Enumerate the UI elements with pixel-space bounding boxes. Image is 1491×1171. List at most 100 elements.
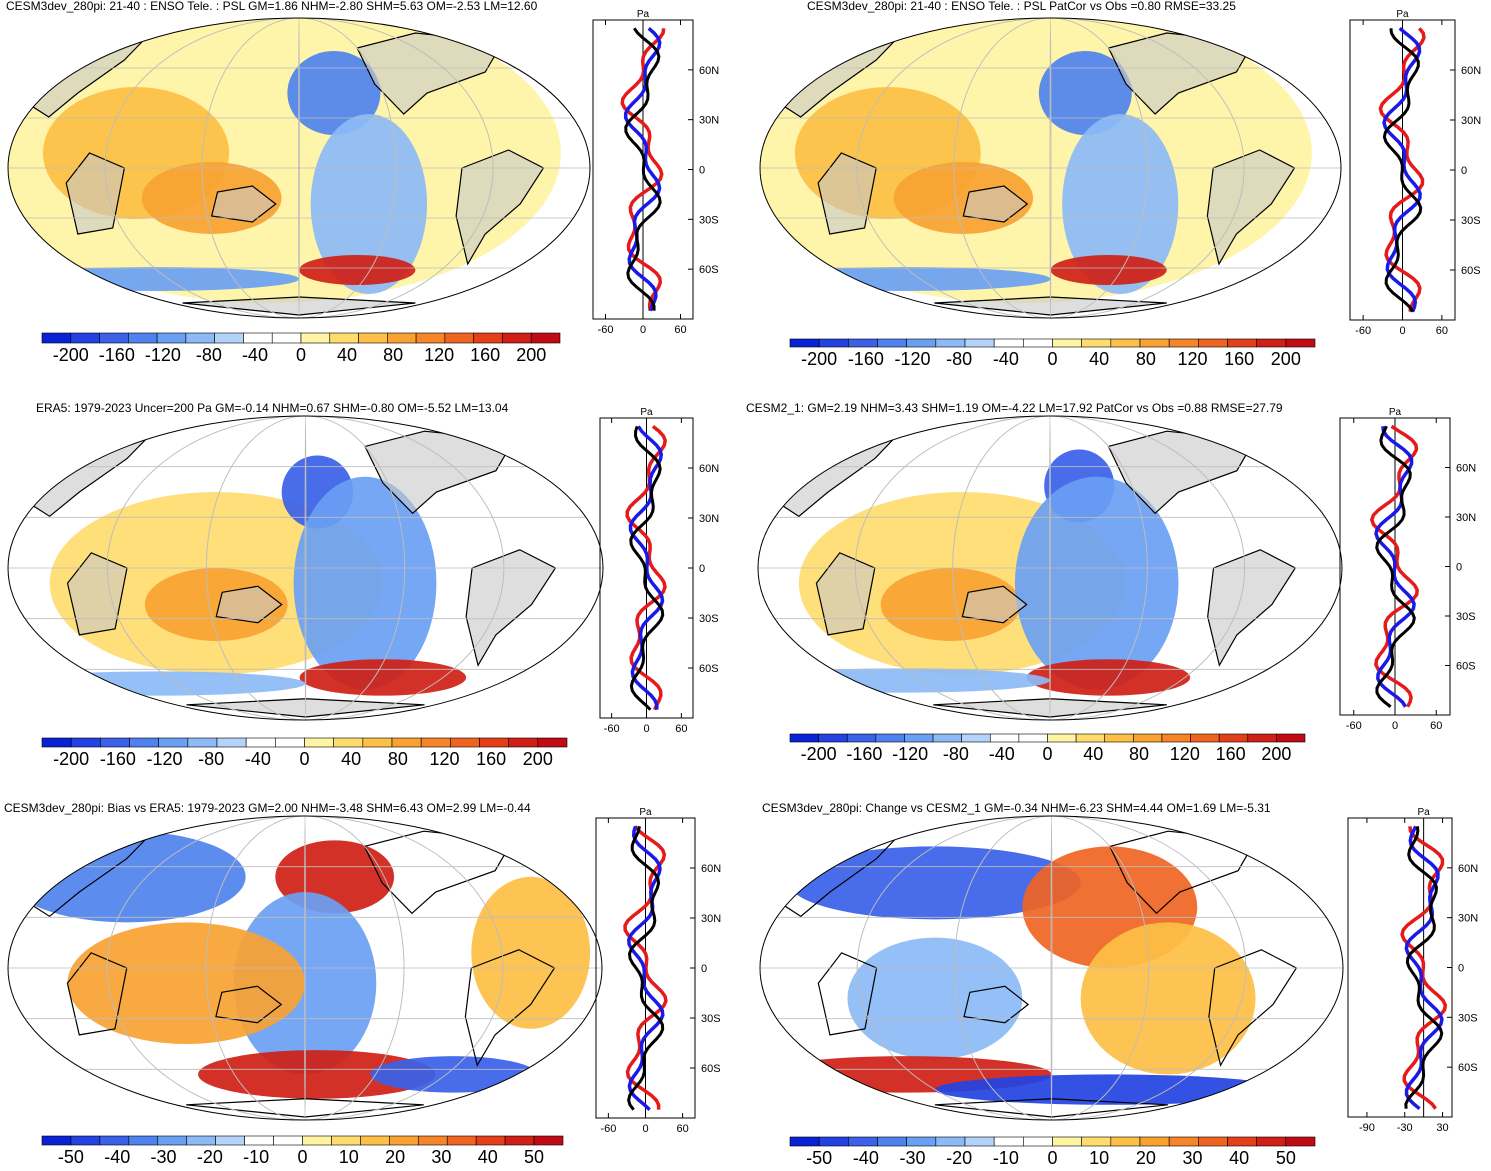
profile-ytick-label: 60N	[1456, 463, 1476, 475]
colorbar-box	[789, 1136, 820, 1147]
anomaly-region	[310, 114, 428, 294]
colorbar-tick-label: 0	[299, 749, 309, 769]
colorbar-box	[389, 1135, 419, 1146]
coastline	[210, 185, 277, 223]
profile-frame	[1347, 817, 1453, 1118]
graticule-lon	[304, 816, 306, 1120]
colorbar-box	[1256, 338, 1287, 348]
map-area	[760, 18, 1341, 318]
colorbar-box	[848, 1136, 878, 1147]
graticule-lon	[953, 816, 1150, 1120]
colorbar-tick-label: 40	[1083, 744, 1103, 764]
colorbar-tick-label: 120	[429, 749, 459, 769]
colorbar-box	[479, 737, 509, 748]
colorbar-box	[1110, 338, 1141, 348]
coastline	[186, 1098, 424, 1118]
colorbar-box	[846, 733, 877, 743]
profile-ytick-label: 0	[1458, 963, 1464, 975]
anomaly-region	[847, 937, 1023, 1060]
profile-ytick-label: 60N	[699, 65, 719, 77]
colorbar-tick-label: 0	[1042, 744, 1052, 764]
colorbar-tick-label: -120	[894, 349, 930, 369]
colorbar-tick-label: -200	[801, 349, 837, 369]
anomaly-region	[67, 922, 305, 1044]
map-area	[8, 416, 603, 720]
colorbar-box	[331, 1135, 361, 1146]
profile-ytick-label: 0	[699, 563, 705, 575]
coastline	[963, 985, 1030, 1024]
colorbar-box	[1218, 733, 1249, 743]
graticule-lon	[856, 18, 1245, 318]
profile-curve-ocean	[620, 28, 666, 311]
colorbar-box	[964, 1136, 995, 1147]
colorbar-tick-label: -160	[99, 345, 135, 365]
colorbar-box	[964, 338, 995, 348]
coastline	[455, 149, 545, 266]
colorbar-tick-label: 40	[341, 749, 361, 769]
colorbar-box	[157, 1135, 188, 1146]
colorbar-tick-label: 10	[1089, 1148, 1109, 1168]
panel-4: CESM2_1: GM=2.19 NHM=3.43 SHM=1.19 OM=-4…	[746, 401, 1476, 764]
colorbar-box	[1285, 338, 1316, 348]
profile-curve-ocean	[1369, 424, 1419, 708]
profile-xtick-label: -60	[598, 324, 614, 336]
colorbar-box	[906, 1136, 937, 1147]
colorbar-box	[935, 1136, 966, 1147]
colorbar-box	[1161, 733, 1191, 743]
profile-ytick-label: 30S	[1461, 215, 1481, 227]
graticule-lon	[106, 416, 505, 720]
map-area	[8, 18, 590, 318]
anomaly-region	[789, 846, 1081, 920]
colorbar-box	[1139, 1136, 1170, 1147]
colorbar-box	[1018, 733, 1048, 743]
colorbar-box	[244, 1135, 274, 1146]
panel-3: ERA5: 1979-2023 Uncer=200 Pa GM=-0.14 NH…	[7, 401, 719, 769]
colorbar-box	[391, 737, 422, 748]
colorbar-box	[444, 332, 474, 344]
profile-ytick-label: 0	[1456, 562, 1462, 574]
colorbar-box	[993, 1136, 1024, 1147]
colorbar-tick-label: 200	[523, 749, 553, 769]
colorbar-tick-label: -80	[943, 744, 969, 764]
coastline	[817, 152, 877, 235]
colorbar-box	[273, 1135, 303, 1146]
profile-ytick-label: 60S	[1461, 265, 1481, 277]
colorbar-tick-label: 0	[296, 345, 306, 365]
colorbar-box	[128, 332, 158, 344]
colorbar-tick-label: -200	[801, 744, 837, 764]
profile-curve-zonal	[1404, 825, 1444, 1111]
map-area	[758, 416, 1342, 720]
colorbar-box	[1052, 338, 1082, 348]
colorbar-box	[1247, 733, 1277, 743]
colorbar-box	[875, 733, 905, 743]
colorbar-box	[1168, 1136, 1199, 1147]
colorbar-box	[129, 737, 159, 748]
profile-curve-zonal	[623, 26, 662, 312]
anomaly-region	[760, 267, 1051, 291]
profile-unit-label: Pa	[639, 807, 652, 818]
colorbar-tick-label: 40	[1229, 1148, 1249, 1168]
colorbar-box	[243, 332, 273, 344]
colorbar-box	[473, 332, 503, 344]
profile-xtick-label: -30	[1397, 1122, 1413, 1134]
colorbar-box	[818, 1136, 849, 1147]
map-border	[759, 17, 1342, 319]
profile-ytick-label: 0	[699, 165, 705, 177]
profile-ytick-label: 0	[1461, 165, 1467, 177]
colorbar-box	[961, 733, 991, 743]
colorbar-tick-label: -120	[892, 744, 928, 764]
colorbar-box	[187, 737, 218, 748]
colorbar-box	[302, 1135, 332, 1146]
colorbar-box	[508, 737, 539, 748]
colorbar-box	[1052, 1136, 1082, 1147]
anomaly-region	[880, 568, 1021, 641]
coastline	[961, 585, 1028, 624]
colorbar-box	[245, 737, 276, 748]
colorbar-box	[932, 733, 962, 743]
colorbar-box	[216, 737, 247, 748]
colorbar-box	[275, 737, 305, 748]
colorbar-box	[362, 737, 393, 748]
profile-ytick-label: 30S	[1458, 1012, 1478, 1024]
anomaly-region	[144, 568, 288, 641]
profile-xtick-label: 0	[642, 1123, 648, 1135]
